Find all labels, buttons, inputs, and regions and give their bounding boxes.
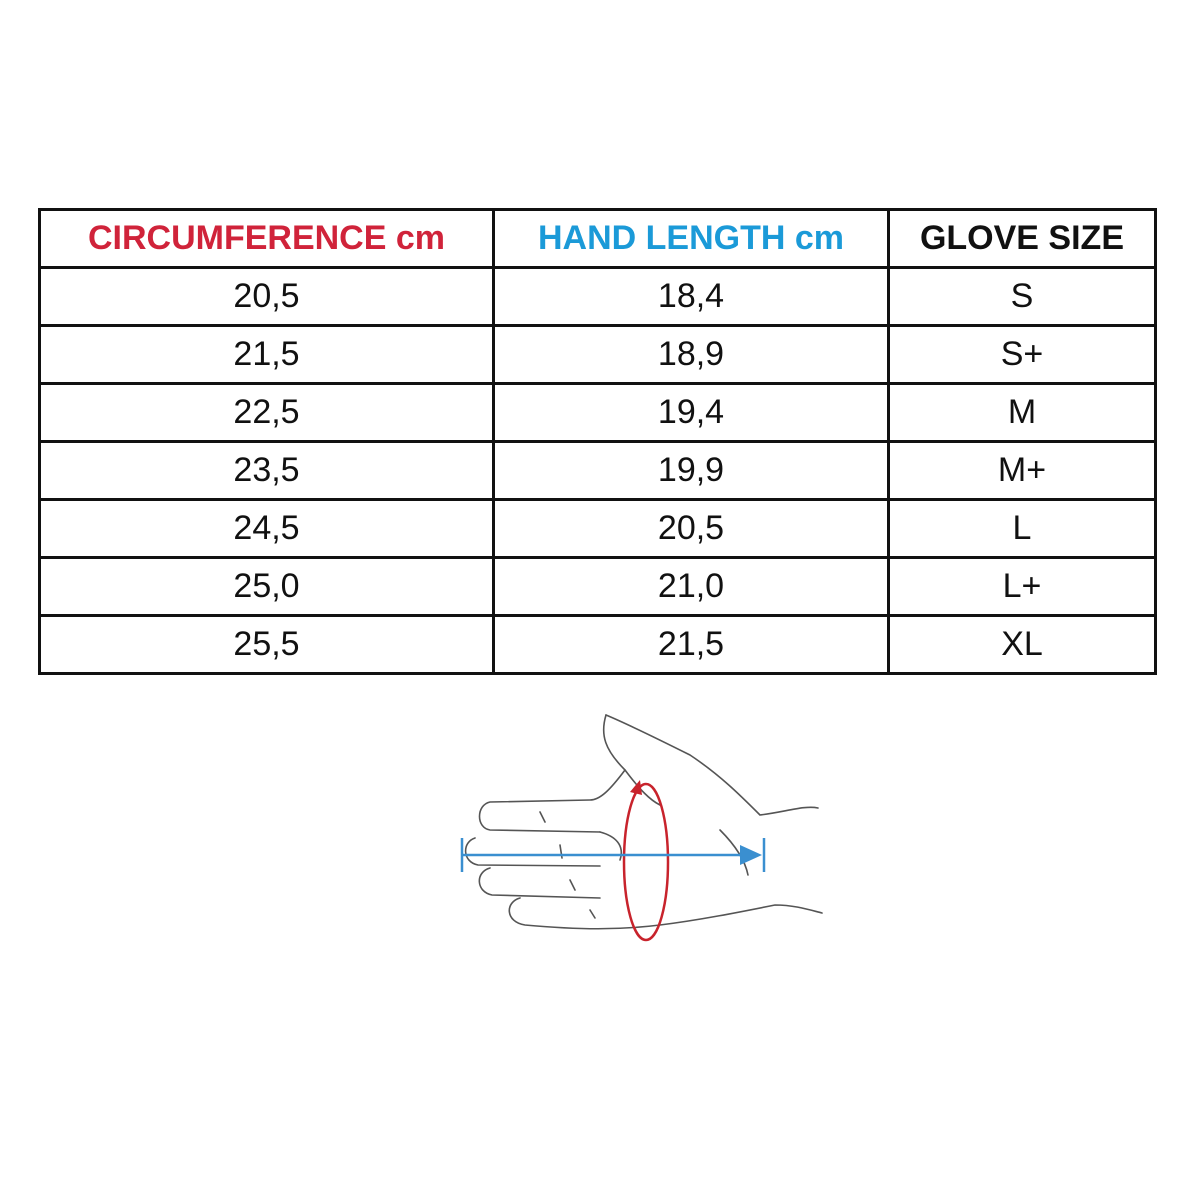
table-cell: 20,5 — [38, 266, 495, 327]
table-cell: 20,5 — [492, 498, 890, 559]
table-cell: M — [887, 382, 1157, 443]
table-cell: 21,5 — [492, 614, 890, 675]
table-cell: S — [887, 266, 1157, 327]
table-cell: S+ — [887, 324, 1157, 385]
table-cell: 25,5 — [38, 614, 495, 675]
header-cell: GLOVE SIZE — [887, 208, 1157, 269]
header-cell: CIRCUMFERENCE cm — [38, 208, 495, 269]
table-cell: L — [887, 498, 1157, 559]
table-cell: 18,4 — [492, 266, 890, 327]
table-cell: L+ — [887, 556, 1157, 617]
header-row: CIRCUMFERENCE cm HAND LENGTH cm GLOVE SIZE — [38, 208, 1157, 269]
table-row: 21,5 18,9 S+ — [38, 324, 1157, 385]
table-row: 20,5 18,4 S — [38, 266, 1157, 327]
table-cell: 22,5 — [38, 382, 495, 443]
table-cell: 21,5 — [38, 324, 495, 385]
table-row: 23,5 19,9 M+ — [38, 440, 1157, 501]
table-cell: 18,9 — [492, 324, 890, 385]
table-cell: 21,0 — [492, 556, 890, 617]
table-row: 25,5 21,5 XL — [38, 614, 1157, 675]
header-cell: HAND LENGTH cm — [492, 208, 890, 269]
table-cell: 23,5 — [38, 440, 495, 501]
hand-illustration — [460, 714, 823, 942]
size-table: CIRCUMFERENCE cm HAND LENGTH cm GLOVE SIZE… — [38, 208, 1157, 675]
table-row: 22,5 19,4 M — [38, 382, 1157, 443]
table-cell: 19,9 — [492, 440, 890, 501]
table-cell: M+ — [887, 440, 1157, 501]
table-row: 24,5 20,5 L — [38, 498, 1157, 559]
table-cell: 25,0 — [38, 556, 495, 617]
table-cell: 19,4 — [492, 382, 890, 443]
table-cell: XL — [887, 614, 1157, 675]
table-row: 25,0 21,0 L+ — [38, 556, 1157, 617]
table-cell: 24,5 — [38, 498, 495, 559]
